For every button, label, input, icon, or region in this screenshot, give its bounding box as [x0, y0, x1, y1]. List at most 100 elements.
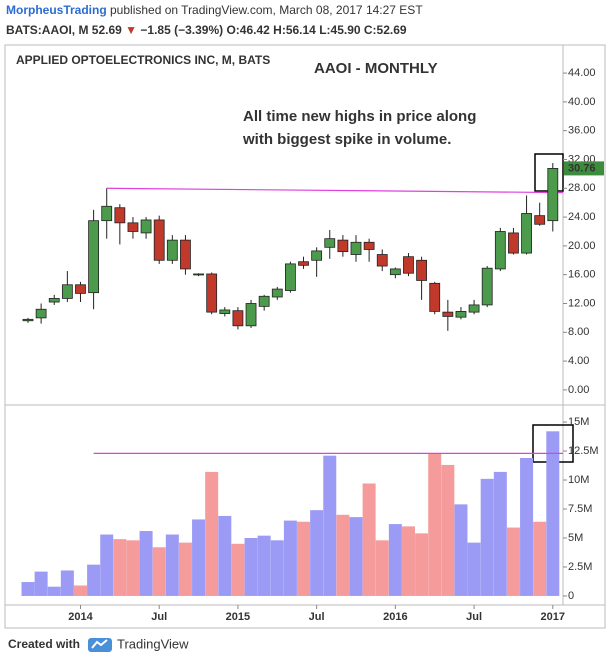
y-tick-label: 24.00	[568, 211, 596, 223]
x-tick-label: 2016	[383, 611, 407, 623]
candle-body	[22, 318, 34, 322]
volume-bar	[139, 531, 153, 596]
volume-bar	[297, 521, 311, 596]
candle-body	[166, 239, 178, 261]
candle-body	[547, 168, 559, 222]
candle-body	[324, 238, 336, 248]
y-tick-label: 5M	[568, 532, 583, 544]
volume-bar	[283, 520, 297, 596]
author[interactable]: MorpheusTrading	[6, 3, 107, 17]
candle-body	[534, 215, 546, 225]
candle-body	[101, 205, 113, 222]
candle-body	[75, 284, 86, 294]
y-tick-label: 28.00	[568, 182, 596, 194]
candle-body	[508, 232, 519, 254]
chart-title: APPLIED OPTOELECTRONICS INC, M, BATS	[16, 53, 270, 67]
candle-body	[245, 303, 257, 327]
arrow: ▼	[125, 23, 137, 37]
y-tick-label: 0	[568, 590, 574, 602]
header-line-2: BATS:AAOI, M 52.69 ▼ −1.85 (−3.39%) O:46…	[6, 23, 407, 37]
candle-body	[311, 250, 323, 261]
candle-body	[416, 259, 428, 281]
candle-body	[219, 309, 231, 314]
volume-bar	[480, 478, 494, 596]
y-tick-label: 40.00	[568, 96, 596, 108]
x-tick-label: 2014	[68, 611, 93, 623]
volume-bar	[493, 471, 507, 596]
last-price: 30.76	[568, 162, 596, 174]
volume-bar	[126, 540, 140, 596]
candle-body	[258, 295, 270, 307]
published: published on TradingView.com, March 08, …	[107, 3, 424, 17]
candle-body	[429, 282, 441, 312]
change: −1.85 (−3.39%)	[140, 23, 223, 37]
candle-body	[494, 231, 506, 270]
volume-bar	[520, 457, 534, 596]
ohlc: O:46.42 H:56.14 L:45.90 C:52.69	[226, 23, 406, 37]
candle-body	[376, 254, 388, 267]
annotation: All time new highs in price along	[243, 108, 476, 125]
volume-bar	[336, 514, 350, 596]
candle-body	[193, 273, 204, 276]
y-tick-label: 8.00	[568, 326, 589, 338]
volume-bar	[415, 533, 429, 596]
candle-body	[442, 311, 454, 317]
x-tick-label: 2015	[226, 611, 250, 623]
candle-body	[403, 256, 414, 274]
candle-body	[271, 288, 283, 298]
volume-bar	[506, 527, 520, 596]
annotation: AAOI - MONTHLY	[314, 60, 438, 77]
candle-body	[127, 222, 139, 232]
candle-body	[153, 219, 165, 261]
volume-bar	[205, 471, 219, 596]
logo	[88, 638, 112, 652]
volume-bar	[310, 510, 324, 596]
volume-bar	[362, 483, 376, 596]
volume-bar	[60, 570, 74, 596]
candle-body	[363, 241, 375, 250]
volume-bar	[428, 453, 442, 596]
candle-body	[284, 263, 296, 291]
volume-bar	[533, 521, 547, 596]
candle-body	[521, 213, 532, 254]
candle-body	[140, 219, 152, 234]
x-tick-label: 2017	[541, 611, 565, 623]
y-tick-label: 16.00	[568, 269, 596, 281]
x-tick-label: Jul	[466, 611, 482, 623]
volume-bar	[323, 455, 337, 596]
volume-bar	[21, 582, 35, 596]
candle-body	[114, 207, 126, 224]
y-tick-label: 44.00	[568, 67, 596, 79]
y-tick-label: 36.00	[568, 125, 596, 137]
x-tick-label: Jul	[151, 611, 167, 623]
y-tick-label: 7.5M	[568, 503, 592, 515]
volume-bar	[100, 534, 114, 596]
volume-bar	[152, 547, 166, 596]
volume-bar	[192, 519, 206, 596]
volume-bar	[257, 535, 271, 596]
y-tick-label: 2.5M	[568, 561, 592, 573]
candle-body	[455, 310, 467, 318]
volume-bar	[113, 539, 127, 596]
candle-body	[389, 268, 401, 276]
volume-bar	[47, 586, 61, 596]
candle-body	[481, 267, 493, 306]
last-price-tag	[564, 161, 604, 176]
volume-bar	[454, 504, 468, 596]
footer-brand[interactable]: TradingView	[117, 636, 189, 651]
candle-body	[88, 220, 99, 294]
volume-bar	[87, 564, 101, 596]
last: 52.69	[92, 23, 122, 37]
header-line-1: MorpheusTrading published on TradingView…	[6, 3, 423, 17]
volume-bar	[467, 542, 481, 596]
volume-bar	[546, 431, 560, 596]
volume-bar	[178, 542, 192, 596]
volume-bar	[244, 537, 258, 596]
symbol: BATS:AAOI, M	[6, 23, 88, 37]
y-tick-label: 15M	[568, 416, 589, 428]
candle-body	[61, 284, 73, 299]
volume-bar	[231, 543, 245, 596]
x-tick-label: Jul	[309, 611, 325, 623]
volume-bar	[34, 571, 48, 596]
